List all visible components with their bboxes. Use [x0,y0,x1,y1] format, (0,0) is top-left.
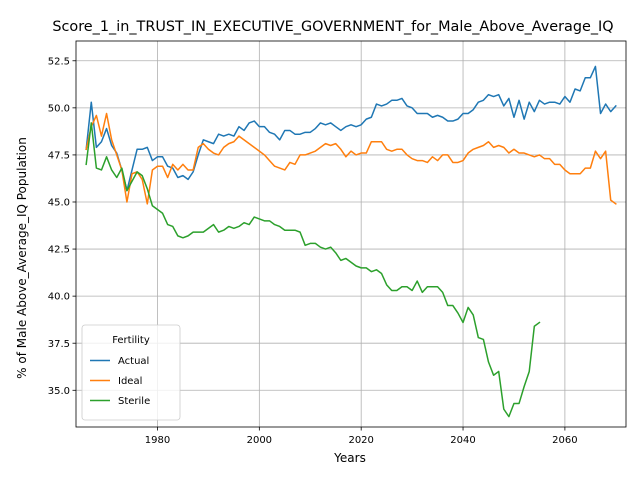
x-tick-label: 1980 [145,435,170,446]
x-tick-label: 2020 [348,435,373,446]
series-line-actual [85,65,617,192]
legend-title: Fertility [112,335,150,346]
y-tick-label: 40.0 [48,292,70,303]
legend-label-actual: Actual [118,356,149,367]
legend-label-ideal: Ideal [118,376,142,387]
y-tick-label: 37.5 [48,339,70,350]
legend-label-sterile: Sterile [118,396,150,407]
plot-frame [75,40,627,428]
series-line-sterile [85,122,541,418]
y-tick-label: 50.0 [48,103,70,114]
x-axis-label: Years [333,451,366,465]
x-tick-label: 2060 [552,435,577,446]
y-tick-label: 42.5 [48,245,70,256]
y-tick-label: 47.5 [48,151,70,162]
y-tick-label: 45.0 [48,198,70,209]
x-tick-label: 2040 [450,435,475,446]
y-tick-label: 35.0 [48,386,70,397]
series-line-ideal [85,112,617,205]
y-axis-label: % of Male Above_Average_IQ Population [15,137,29,379]
y-tick-label: 52.5 [48,56,70,67]
ticks: 1980 2000 2020 2040 2060 35.0 37.5 40.0 42.5 45.0… [48,56,578,446]
series-lines [85,65,617,418]
legend: Fertility Actual Ideal Sterile [81,324,181,421]
legend-box [81,324,181,421]
chart-title: Score_1_in_TRUST_IN_EXECUTIVE_GOVERNMENT… [52,19,613,35]
grid [76,41,626,427]
x-tick-label: 2000 [247,435,272,446]
